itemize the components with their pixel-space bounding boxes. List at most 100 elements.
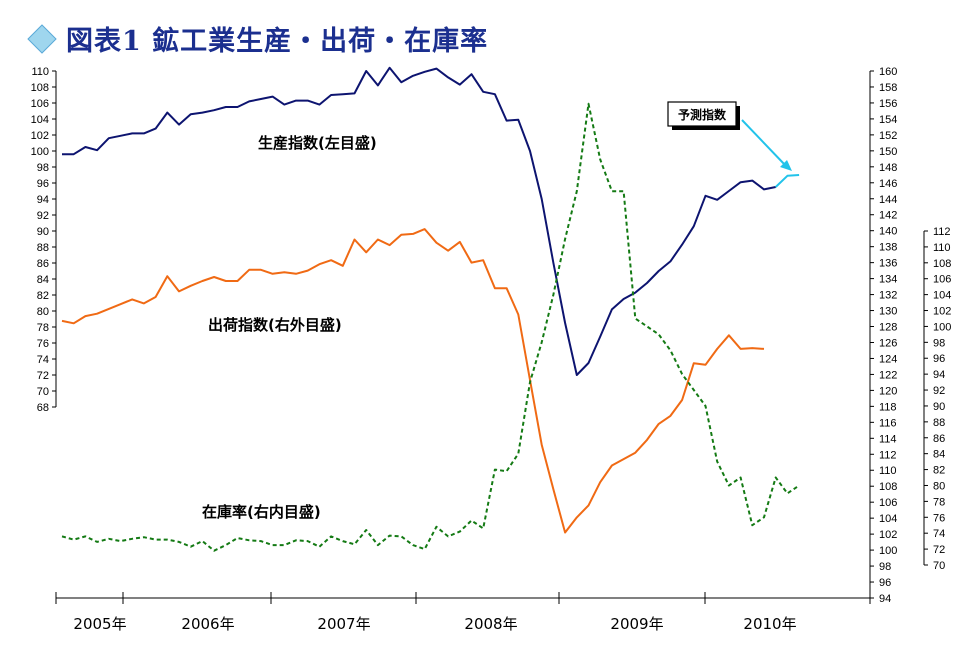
right_inner-tick-label: 98 (933, 337, 945, 349)
right_inner-tick-label: 102 (933, 306, 951, 318)
right_inner-tick-label: 112 (933, 226, 951, 238)
right_outer-tick-label: 110 (879, 465, 897, 477)
left-tick-label: 70 (37, 386, 49, 398)
left-tick-label: 96 (37, 178, 49, 190)
right_inner-tick-label: 72 (933, 544, 945, 556)
left-tick-label: 92 (37, 210, 49, 222)
forecast-label: 予測指数 (678, 107, 727, 122)
right_inner-tick-label: 84 (933, 449, 945, 461)
right_outer-tick-label: 156 (879, 98, 897, 110)
right_outer-tick-label: 116 (879, 417, 897, 429)
right_outer-tick-label: 148 (879, 162, 897, 174)
x-tick-label: 2006年 (181, 615, 234, 633)
right_outer-tick-label: 124 (879, 353, 897, 365)
right_outer-tick-label: 104 (879, 513, 897, 525)
left-tick-label: 102 (31, 130, 49, 142)
right_outer-tick-label: 130 (879, 306, 897, 318)
left-tick-label: 76 (37, 338, 49, 350)
right_outer-tick-label: 122 (879, 369, 897, 381)
left-tick-label: 72 (37, 370, 49, 382)
right_outer-tick-label: 120 (879, 385, 897, 397)
right_outer-tick-label: 136 (879, 258, 897, 270)
right_outer-tick-label: 98 (879, 561, 891, 573)
series-line-在庫率(右内目盛) (61, 102, 800, 552)
left-tick-label: 88 (37, 242, 49, 254)
right_outer-tick-label: 100 (879, 545, 897, 557)
x-tick-label: 2007年 (317, 615, 370, 633)
right_outer-tick-label: 154 (879, 114, 897, 126)
shipments-label: 出荷指数(右外目盛) (208, 316, 342, 334)
right_outer-tick-label: 142 (879, 210, 897, 222)
left-tick-label: 86 (37, 258, 49, 270)
left-tick-label: 98 (37, 162, 49, 174)
right_inner-tick-label: 82 (933, 465, 945, 477)
right_inner-tick-label: 70 (933, 560, 945, 572)
left-tick-label: 74 (37, 354, 49, 366)
right_outer-tick-label: 152 (879, 130, 897, 142)
right_inner-tick-label: 92 (933, 385, 945, 397)
right_outer-tick-label: 114 (879, 433, 897, 445)
right_inner-tick-label: 96 (933, 353, 945, 365)
left-tick-label: 108 (31, 82, 49, 94)
left-tick-label: 110 (31, 66, 49, 78)
right_outer-tick-label: 102 (879, 529, 897, 541)
right_outer-tick-label: 126 (879, 337, 897, 349)
right_outer-tick-label: 150 (879, 146, 897, 158)
title-group: 図表1 鉱工業生産・出荷・在庫率 (27, 24, 488, 57)
left-tick-label: 104 (31, 114, 49, 126)
series-line-生産指数(左目盛) (62, 66, 776, 376)
series-line-予測指数 (775, 174, 800, 188)
left-tick-label: 68 (37, 402, 49, 414)
x-tick-label: 2009年 (610, 615, 663, 633)
right_inner-tick-label: 76 (933, 512, 945, 524)
right_outer-tick-label: 96 (879, 577, 891, 589)
right_outer-tick-label: 132 (879, 290, 897, 302)
callout-box (667, 101, 737, 127)
right_outer-tick-label: 112 (879, 449, 897, 461)
right_inner-tick-label: 74 (933, 528, 945, 540)
left-tick-label: 84 (37, 274, 49, 286)
right_outer-tick-label: 146 (879, 178, 897, 190)
left-tick-label: 90 (37, 226, 49, 238)
plot-area (61, 66, 800, 552)
right_inner-tick-label: 78 (933, 496, 945, 508)
right_inner-tick-label: 110 (933, 242, 951, 254)
right_outer-tick-label: 140 (879, 226, 897, 238)
x-tick-label: 2010年 (743, 615, 796, 633)
right_inner-tick-label: 100 (933, 321, 951, 333)
left-tick-label: 100 (31, 146, 49, 158)
chart-title: 図表1 鉱工業生産・出荷・在庫率 (66, 25, 488, 57)
right_outer-tick-label: 158 (879, 82, 897, 94)
right_inner-tick-label: 86 (933, 433, 945, 445)
right_outer-tick-label: 108 (879, 481, 897, 493)
right_outer-tick-label: 134 (879, 274, 897, 286)
left-tick-label: 80 (37, 306, 49, 318)
axes: 68 70 72 74 76 78 80 82 84 86 88 90 92 94 96 98 100 102 10… (31, 66, 952, 633)
right_outer-tick-label: 138 (879, 242, 897, 254)
right_outer-tick-label: 144 (879, 194, 897, 206)
right_inner-tick-label: 80 (933, 480, 945, 492)
forecast-callout: 予測指数 (667, 101, 792, 171)
x-tick-label: 2005年 (73, 615, 126, 633)
right_outer-tick-label: 118 (879, 401, 897, 413)
diamond-icon (27, 24, 57, 54)
callout-arrow-line (741, 119, 787, 167)
right_inner-tick-label: 90 (933, 401, 945, 413)
right_outer-tick-label: 94 (879, 593, 891, 605)
right_inner-tick-label: 94 (933, 369, 945, 381)
right_outer-tick-label: 106 (879, 497, 897, 509)
production-label: 生産指数(左目盛) (258, 134, 377, 152)
series-line-出荷指数(右外目盛) (61, 228, 765, 534)
right_inner-tick-label: 108 (933, 258, 951, 270)
left-tick-label: 106 (31, 98, 49, 110)
right_outer-tick-label: 128 (879, 322, 897, 334)
left-tick-label: 82 (37, 290, 49, 302)
right_inner-tick-label: 104 (933, 290, 951, 302)
right_outer-tick-label: 160 (879, 66, 897, 78)
left-tick-label: 78 (37, 322, 49, 334)
x-tick-label: 2008年 (464, 615, 517, 633)
right_inner-tick-label: 106 (933, 274, 951, 286)
right_inner-tick-label: 88 (933, 417, 945, 429)
left-tick-label: 94 (37, 194, 49, 206)
